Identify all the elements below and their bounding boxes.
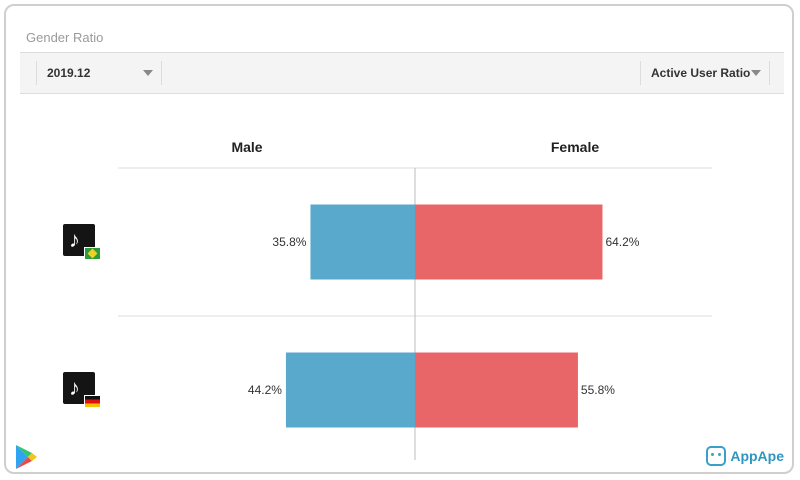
appape-mascot-icon (706, 446, 727, 466)
tiktok-icon: ♪ (63, 372, 101, 408)
female-value-label: 64.2% (605, 235, 639, 249)
column-header-female: Female (551, 139, 599, 155)
period-select[interactable]: 2019.12 (36, 61, 162, 85)
filter-toolbar: 2019.12 Active User Ratio (20, 52, 784, 94)
brand-name: AppApe (730, 448, 784, 464)
germany-flag-icon (84, 395, 101, 408)
chevron-down-icon (751, 70, 761, 76)
period-select-value: 2019.12 (47, 66, 91, 80)
chevron-down-icon (143, 70, 153, 76)
male-value-label: 35.8% (272, 235, 306, 249)
appape-logo: AppApe (706, 444, 784, 468)
music-note-icon: ♪ (69, 227, 80, 252)
tiktok-icon: ♪ (63, 224, 101, 260)
male-bar (285, 352, 415, 428)
google-play-icon (16, 445, 37, 469)
metric-select[interactable]: Active User Ratio (640, 61, 770, 85)
music-note-icon: ♪ (69, 375, 80, 400)
female-value-label: 55.8% (581, 383, 615, 397)
metric-select-value: Active User Ratio (651, 66, 751, 80)
male-bar (310, 204, 415, 280)
male-value-label: 44.2% (248, 383, 282, 397)
card-title: Gender Ratio (26, 30, 104, 45)
column-header-male: Male (231, 139, 262, 155)
brazil-flag-icon (84, 247, 101, 260)
female-bar (415, 204, 603, 280)
female-bar (415, 352, 578, 428)
